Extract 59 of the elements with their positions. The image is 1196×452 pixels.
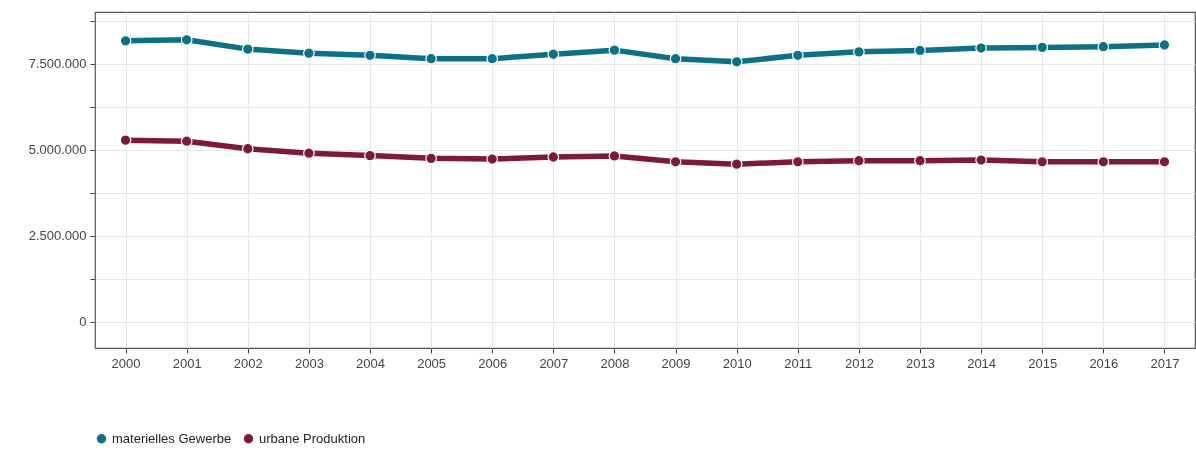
point [119, 134, 132, 146]
point [975, 154, 987, 166]
point [241, 142, 254, 155]
point [547, 151, 560, 163]
point [608, 150, 621, 162]
point [180, 135, 193, 148]
point [608, 44, 621, 56]
x-tick-label: 2015 [1028, 355, 1058, 371]
x-tick-label: 2009 [661, 355, 691, 371]
point [486, 153, 499, 165]
point [730, 158, 743, 171]
point [853, 46, 865, 58]
y-tick-label: 5.000.000 [28, 142, 87, 158]
x-tick-label: 2012 [844, 355, 874, 371]
x-tick-label: 2004 [356, 355, 385, 371]
point [1036, 155, 1049, 168]
point [730, 55, 743, 68]
x-tick-label: 2010 [722, 355, 752, 371]
point [241, 43, 254, 55]
point [547, 48, 560, 61]
point [303, 47, 315, 60]
x-tick-label: 2003 [294, 355, 324, 371]
point [1036, 41, 1049, 54]
y-tick-label: 0 [79, 314, 87, 330]
point [303, 147, 315, 160]
point [1097, 155, 1110, 168]
x-tick-label: 2001 [172, 355, 202, 371]
legend-label: urbane Produktion [259, 430, 366, 446]
y-tick-label: 2.500.000 [28, 228, 87, 244]
point [914, 154, 926, 167]
point [1158, 39, 1171, 51]
x-tick-label: 2016 [1089, 355, 1119, 371]
point [364, 49, 376, 62]
x-tick-label: 2013 [906, 355, 935, 371]
x-tick-label: 2011 [784, 355, 813, 371]
point [669, 155, 682, 168]
point [791, 49, 804, 62]
x-tick-label: 2000 [111, 355, 141, 371]
point [669, 52, 682, 65]
legend-label: materielles Gewerbe [112, 430, 232, 446]
x-tick-label: 2014 [967, 355, 997, 371]
point [364, 149, 376, 162]
x-tick-label: 2006 [478, 355, 508, 371]
point [853, 154, 865, 167]
point [180, 33, 193, 46]
x-tick-label: 2002 [233, 355, 263, 371]
point [425, 52, 437, 65]
point [1097, 40, 1110, 53]
y-tick-label: 7.500.000 [28, 56, 87, 72]
x-tick-label: 2008 [600, 355, 630, 371]
point [975, 42, 987, 54]
x-tick-label: 2017 [1150, 355, 1180, 371]
x-tick-label: 2005 [417, 355, 447, 371]
point [914, 44, 926, 57]
point [425, 152, 437, 165]
point [1158, 155, 1171, 168]
x-tick-label: 2007 [539, 355, 569, 371]
point [791, 155, 804, 168]
point [486, 52, 499, 65]
